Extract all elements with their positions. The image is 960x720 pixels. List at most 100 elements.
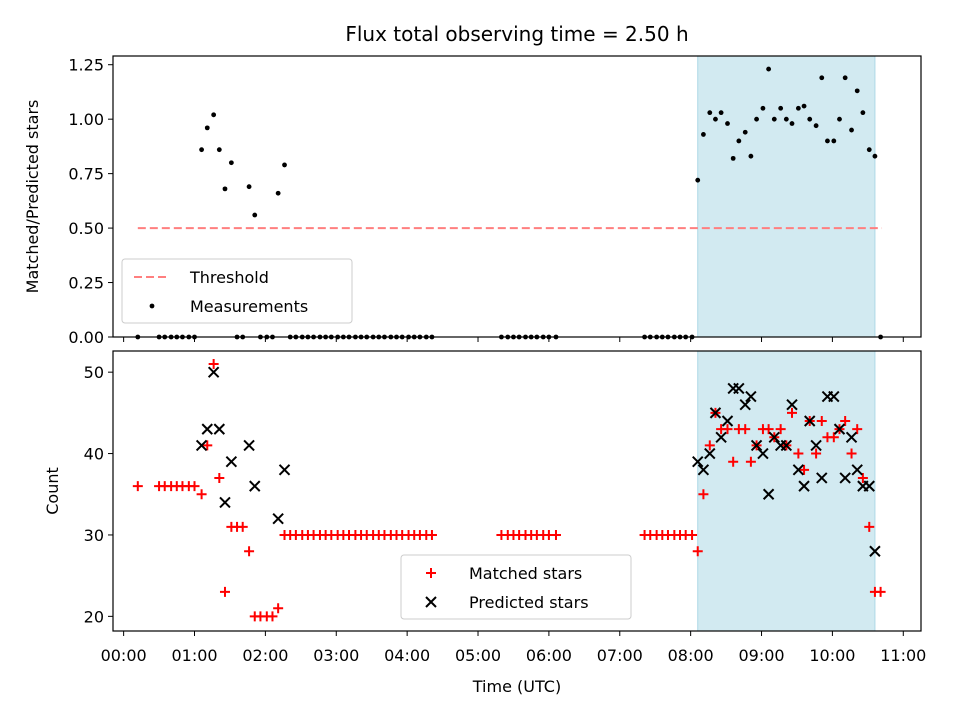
- measurements-point: [228, 160, 234, 166]
- measurements-point: [801, 103, 807, 109]
- legend-swatch: [426, 568, 436, 578]
- x-tick-label: 00:00: [101, 646, 147, 665]
- predicted-stars-point: [786, 399, 798, 411]
- matched-stars-point: [202, 440, 213, 451]
- y-tick-label: 30: [84, 526, 104, 545]
- predicted-stars-point: [792, 464, 805, 476]
- predicted-stars-point: [243, 439, 255, 452]
- y-tick-label: 1.25: [68, 56, 104, 75]
- matched-stars-point: [846, 448, 857, 459]
- matched-stars-point: [237, 521, 248, 532]
- measurements-point: [766, 66, 772, 72]
- measurements-point: [783, 116, 789, 122]
- predicted-stars-point: [839, 472, 851, 484]
- measurements-point: [842, 75, 848, 81]
- matched-stars-point: [244, 546, 255, 557]
- x-tick-label: 06:00: [526, 646, 572, 665]
- matched-stars-point: [763, 424, 774, 435]
- predicted-stars-point: [869, 545, 881, 557]
- measurements-point: [275, 190, 281, 196]
- bottom-panel: 20 30 40 50 00:00 01:00 02:00 03:00 04:00 05:00 06…: [43, 350, 926, 665]
- predicted-stars-point: [768, 431, 780, 443]
- bottom-panel-frame: [112, 350, 922, 632]
- measurements-point: [713, 116, 718, 122]
- matched-stars-point: [728, 456, 739, 467]
- matched-stars-point: [793, 448, 804, 459]
- matched-stars-point: [799, 464, 810, 475]
- matched-stars-point: [550, 529, 561, 540]
- matched-stars-point: [857, 472, 868, 483]
- x-tick-label: 08:00: [668, 646, 714, 665]
- predicted-stars-point: [780, 439, 793, 452]
- measurements-point: [707, 110, 713, 116]
- y-tick-label: 40: [84, 445, 104, 464]
- measurements-point: [819, 75, 825, 81]
- measurements-point: [807, 116, 813, 122]
- measurements-point: [771, 116, 777, 122]
- measurements-point: [849, 127, 854, 133]
- matched-stars-point: [704, 440, 715, 451]
- y-tick-label: 0.50: [68, 219, 104, 238]
- measurements-point: [204, 125, 210, 131]
- measurements-point: [866, 147, 872, 153]
- predicted-stars-point: [745, 390, 757, 403]
- matched-stars-point: [687, 529, 698, 540]
- matched-stars-point: [840, 416, 851, 426]
- matched-stars-point: [828, 432, 839, 443]
- matched-stars-point: [692, 546, 703, 557]
- matched-stars-point: [875, 586, 886, 597]
- predicted-stars-point: [201, 423, 213, 435]
- predicted-stars-point: [810, 439, 822, 452]
- legend-label: Predicted stars: [469, 593, 589, 612]
- measurements-point: [718, 110, 724, 116]
- predicted-stars-point: [278, 464, 291, 476]
- measurements-point: [222, 186, 228, 192]
- measurements-point: [742, 129, 748, 135]
- top-panel: 0.00 0.25 0.50 0.75 1.00 1.25 Matched/Predict…: [23, 55, 922, 347]
- predicted-stars-point: [219, 496, 231, 509]
- bottom-legend: Matched stars Predicted stars: [400, 554, 632, 620]
- matched-stars-point: [267, 611, 278, 622]
- legend-label: Measurements: [190, 297, 308, 316]
- measurements-point: [730, 155, 736, 161]
- y-tick-label: 50: [84, 363, 104, 382]
- legend-label: Matched stars: [469, 564, 582, 583]
- measurements-point: [854, 88, 860, 94]
- predicted-stars-point: [704, 447, 716, 460]
- bottom-panel-ylabel: Count: [43, 467, 62, 515]
- predicted-stars-point: [207, 366, 220, 378]
- measurements-point: [216, 147, 222, 153]
- matched-stars-point: [426, 529, 437, 540]
- measurements-point: [695, 177, 701, 183]
- y-tick-label: 20: [84, 607, 104, 626]
- legend-swatch: [149, 303, 155, 309]
- matched-stars-point: [775, 424, 786, 435]
- measurements-point: [252, 212, 258, 218]
- measurements-point: [778, 105, 784, 111]
- legend-label: Threshold: [189, 268, 269, 287]
- measurements-point: [831, 138, 837, 144]
- predicted-stars-point: [721, 415, 734, 427]
- predicted-stars-point: [697, 464, 710, 476]
- predicted-stars-point: [739, 399, 751, 411]
- matched-stars-point: [196, 489, 207, 500]
- x-tick-label: 10:00: [809, 646, 855, 665]
- predicted-stars-point: [213, 423, 226, 435]
- predicted-stars-point: [195, 439, 208, 452]
- predicted-stars-point: [798, 480, 810, 492]
- measurements-point: [872, 153, 878, 159]
- measurements-point: [795, 105, 801, 111]
- predicted-stars-point: [762, 488, 775, 500]
- predicted-stars-point: [225, 455, 238, 468]
- observing-interval-shade: [697, 55, 876, 338]
- top-legend: Threshold Measurements: [121, 258, 353, 324]
- matched-stars-point: [852, 424, 863, 435]
- predicted-stars-point: [715, 431, 727, 443]
- predicted-stars-point: [863, 480, 875, 492]
- y-tick-label: 1.00: [68, 110, 104, 129]
- predicted-stars-point: [692, 455, 704, 468]
- measurements-point: [760, 105, 766, 111]
- matched-stars-point: [740, 424, 751, 435]
- predicted-stars-point: [733, 382, 745, 395]
- x-tick-label: 11:00: [880, 646, 926, 665]
